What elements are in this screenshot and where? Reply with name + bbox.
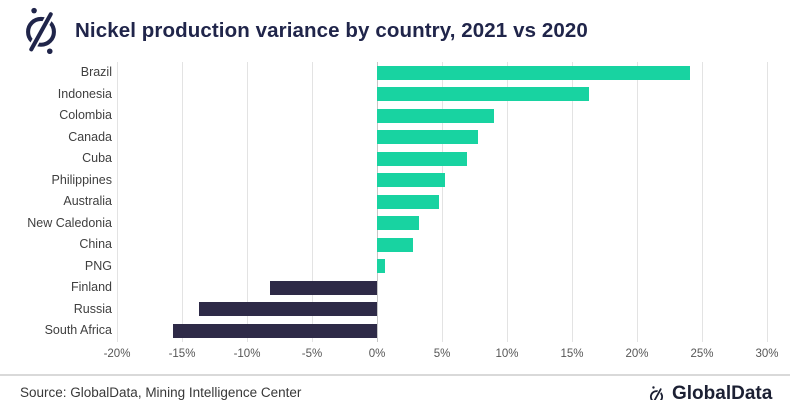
gridline [572, 62, 573, 342]
bar-china [377, 237, 414, 252]
gridline [767, 62, 768, 342]
bar-png [377, 259, 385, 274]
bar-indonesia [377, 87, 589, 102]
x-tick-label: 10% [495, 348, 519, 360]
y-axis-label: Australia [63, 194, 112, 208]
gridline [637, 62, 638, 342]
x-tick-label: 30% [755, 348, 779, 360]
y-axis-label: Russia [73, 301, 112, 316]
globaldata-compass-icon-small [649, 386, 664, 400]
y-axis-label: Brazil [80, 65, 112, 79]
globaldata-compass-icon [25, 7, 57, 55]
globaldata-brand-lockup: GlobalData [646, 383, 790, 400]
x-tick-label: 5% [433, 348, 451, 360]
gridline [507, 62, 508, 342]
gridline [442, 62, 443, 342]
y-axis-label: Finland [71, 280, 112, 294]
y-axis-label: PNG [84, 258, 112, 273]
y-axis-label: Cuba [82, 151, 112, 165]
bar-philippines [377, 173, 445, 188]
y-axis-label: South Africa [44, 323, 112, 337]
bar-chart-plot-area [117, 62, 768, 342]
x-tick-label: 20% [625, 348, 649, 360]
gridline [247, 62, 248, 342]
y-axis-label: Indonesia [57, 86, 112, 101]
x-tick-label: 25% [690, 348, 714, 360]
gridline [182, 62, 183, 342]
bar-south-africa [172, 323, 377, 338]
y-axis-label: Canada [68, 129, 112, 144]
bar-canada [377, 130, 479, 145]
bar-russia [198, 302, 377, 317]
y-axis-label: Philippines [51, 172, 112, 187]
gridline [312, 62, 313, 342]
globaldata-wordmark: GlobalData [672, 383, 773, 400]
bar-colombia [377, 108, 494, 123]
x-tick-label: 0% [368, 348, 386, 360]
gridline [117, 62, 118, 342]
bar-australia [377, 194, 440, 209]
x-tick-label: -10% [233, 348, 261, 360]
bar-cuba [377, 151, 467, 166]
x-tick-label: -5% [301, 348, 323, 360]
bar-brazil [377, 65, 691, 80]
page-title: Nickel production variance by country, 2… [75, 19, 588, 42]
gridline [702, 62, 703, 342]
footer-divider [0, 374, 790, 376]
y-axis-label: China [79, 237, 112, 251]
x-tick-label: -20% [103, 348, 131, 360]
bar-finland [270, 280, 377, 295]
y-axis-label: Colombia [59, 108, 112, 122]
x-tick-label: -15% [168, 348, 196, 360]
source-attribution: Source: GlobalData, Mining Intelligence … [20, 385, 302, 400]
y-axis-label: New Caledonia [27, 215, 112, 230]
bar-new-caledonia [377, 216, 419, 231]
x-tick-label: 15% [560, 348, 584, 360]
